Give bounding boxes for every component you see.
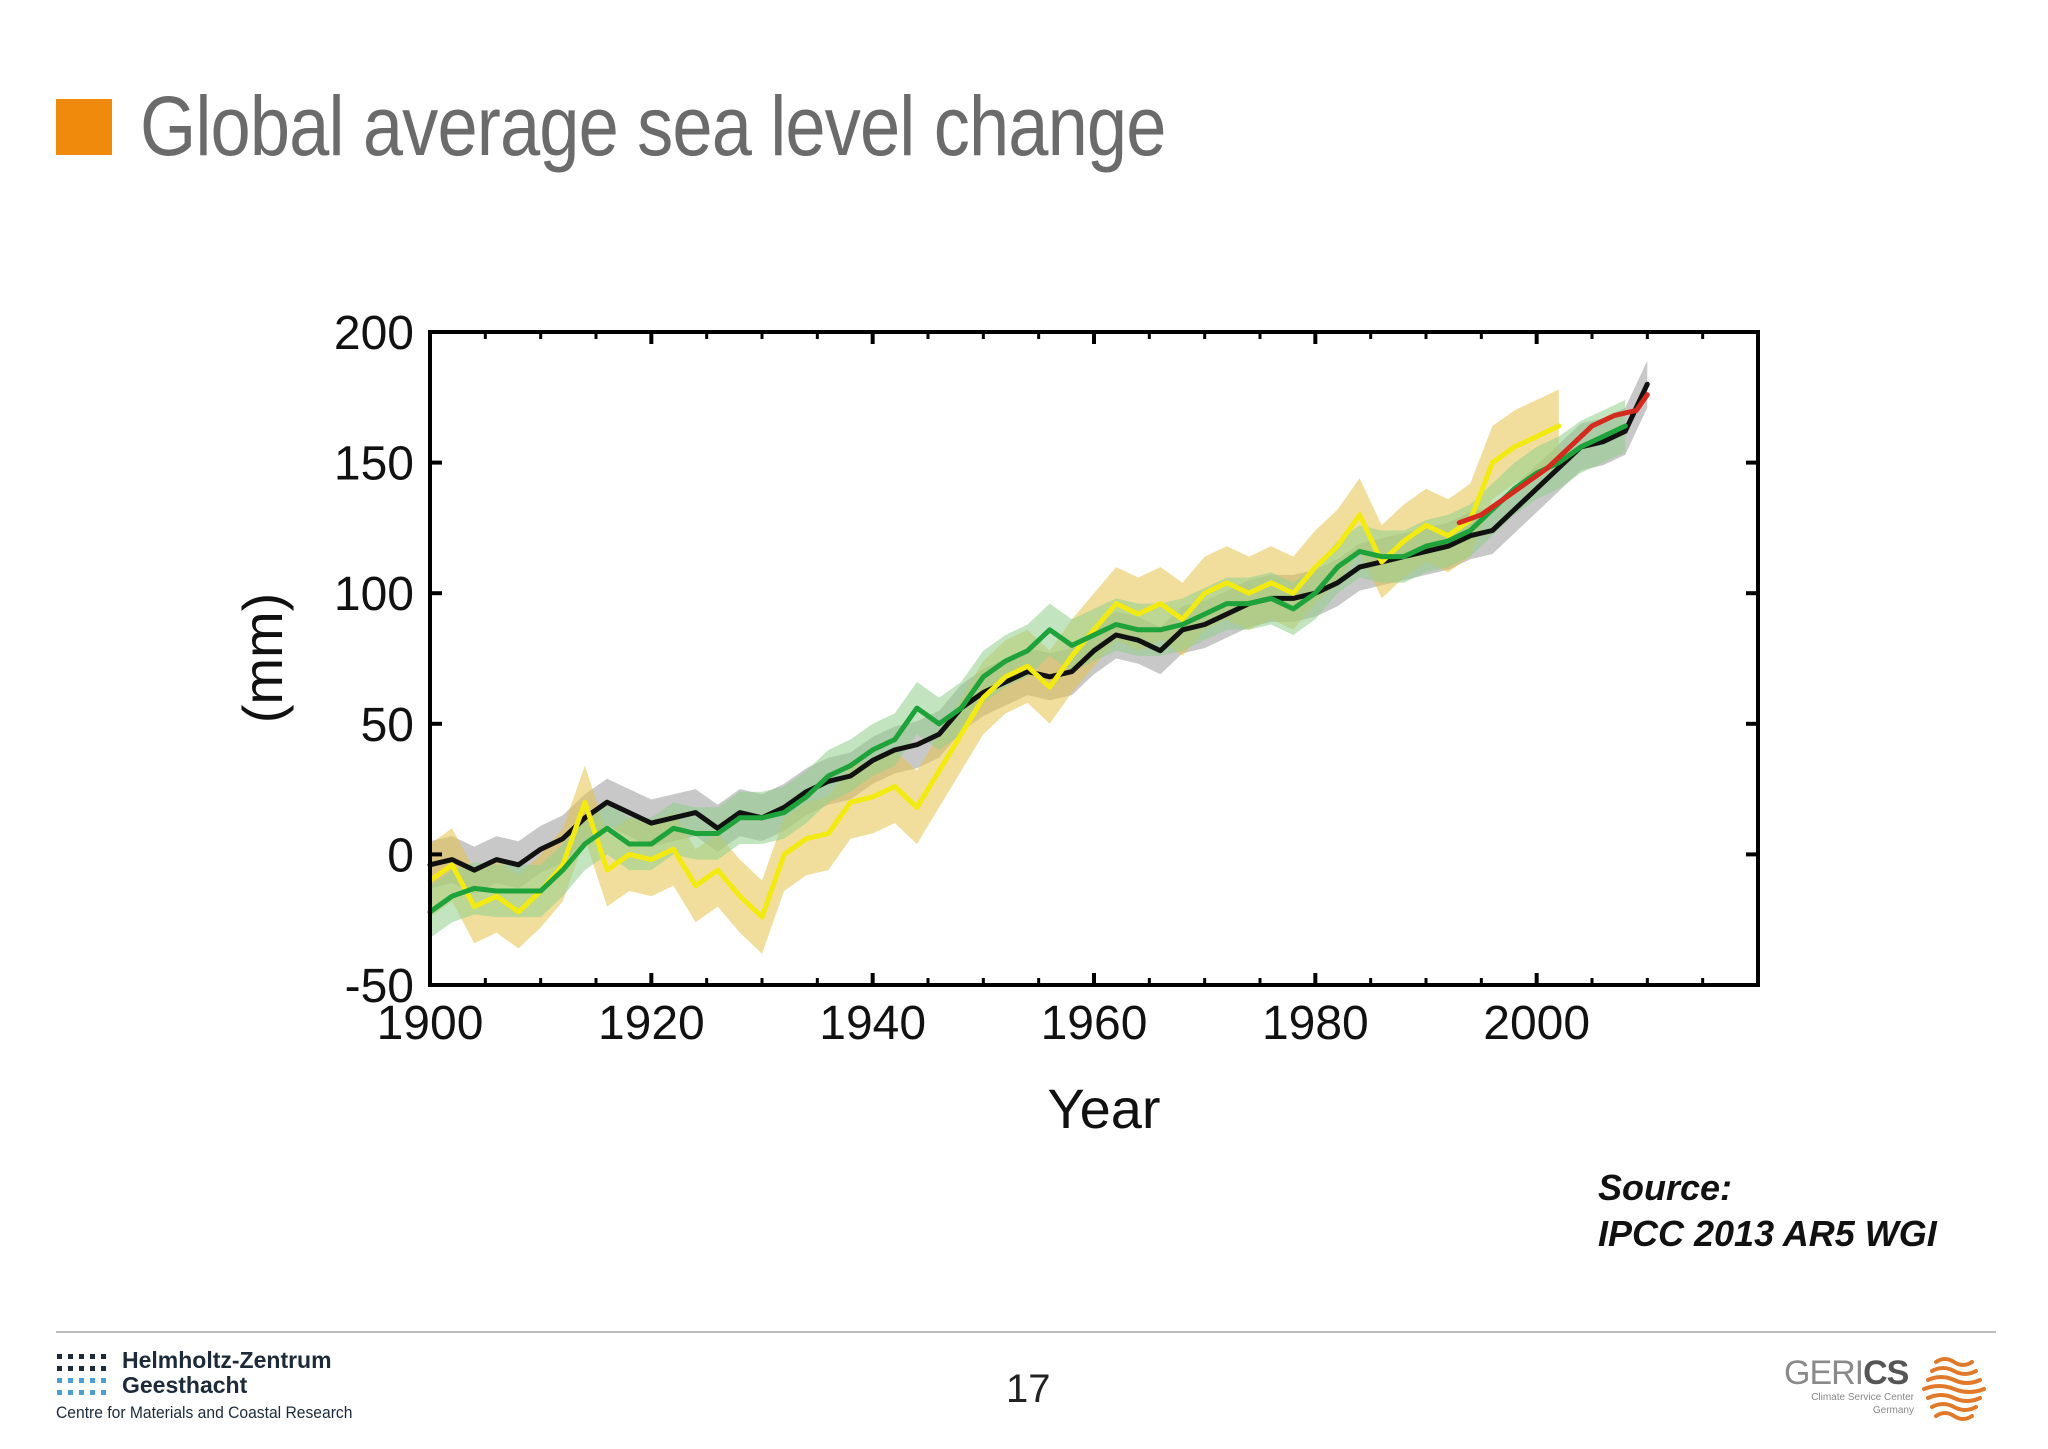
- hzg-subtitle: Centre for Materials and Coastal Researc…: [56, 1403, 353, 1422]
- x-tick-label: 1900: [377, 997, 484, 1050]
- series-2-line: [427, 423, 1628, 915]
- source-label: Source:: [1598, 1167, 1733, 1208]
- hzg-name-line2: Geesthacht: [122, 1372, 248, 1398]
- y-tick-label: 200: [334, 307, 414, 360]
- hzg-dot: [90, 1354, 95, 1359]
- gerics-wave: [1922, 1384, 1986, 1394]
- hzg-dots-icon: [57, 1354, 106, 1395]
- x-tick-label: 1940: [819, 997, 926, 1050]
- source-reference: IPCC 2013 AR5 WGI: [1598, 1213, 1937, 1254]
- gerics-wave: [1934, 1411, 1974, 1421]
- gerics-wave: [1930, 1402, 1978, 1412]
- gerics-subtitle-2: Germany: [1872, 1405, 1914, 1416]
- gerics-subtitle-1: Climate Service Center: [1811, 1392, 1914, 1403]
- x-tick-label: 1960: [1041, 997, 1148, 1050]
- series-0-uncertainty-band: [430, 360, 1648, 894]
- y-tick-label: 100: [334, 568, 414, 621]
- gerics-logo: GERICS Climate Service Center Germany: [1784, 1350, 1994, 1430]
- hzg-dot: [101, 1354, 106, 1359]
- page-number: 17: [1006, 1367, 1051, 1411]
- hzg-dot: [79, 1390, 84, 1395]
- hzg-dot: [68, 1390, 73, 1395]
- y-tick-label: 0: [387, 829, 414, 882]
- hzg-dot: [90, 1366, 95, 1371]
- hzg-dot: [101, 1378, 106, 1383]
- x-tick-label: 1920: [598, 997, 705, 1050]
- hzg-dot: [68, 1354, 73, 1359]
- hzg-dot: [79, 1366, 84, 1371]
- y-tick-label: 50: [361, 699, 414, 752]
- title-block: Global average sea level change: [56, 78, 1333, 175]
- hzg-dot: [90, 1390, 95, 1395]
- y-tick-label: -50: [345, 960, 414, 1013]
- gerics-word-bold: CS: [1863, 1354, 1909, 1392]
- series-1-line: [427, 423, 1562, 920]
- x-axis-label: Year: [1047, 1077, 1160, 1140]
- gerics-waves-icon: [1922, 1357, 1986, 1421]
- hzg-dot: [57, 1390, 62, 1395]
- source-citation: Source: IPCC 2013 AR5 WGI: [1598, 1165, 1937, 1257]
- hzg-dot: [79, 1378, 84, 1383]
- footer-divider: [56, 1331, 1996, 1333]
- hzg-dot: [90, 1378, 95, 1383]
- y-axis-label: (mm): [231, 593, 294, 724]
- gerics-wave: [1926, 1393, 1982, 1403]
- hzg-dot: [68, 1366, 73, 1371]
- series-3-line: [1456, 392, 1650, 526]
- gerics-wave: [1930, 1366, 1978, 1376]
- hzg-dot: [101, 1390, 106, 1395]
- hzg-name-line1: Helmholtz-Zentrum: [122, 1347, 332, 1373]
- gerics-wave: [1926, 1375, 1982, 1385]
- hzg-dot: [57, 1354, 62, 1359]
- x-tick-label: 1980: [1262, 997, 1369, 1050]
- title-bullet-square: [56, 98, 112, 155]
- x-tick-label: 2000: [1483, 997, 1590, 1050]
- hzg-dot: [57, 1378, 62, 1383]
- gerics-wordmark: GERICS: [1784, 1354, 1909, 1393]
- gerics-wave: [1934, 1357, 1974, 1367]
- gerics-word-light: GERI: [1784, 1354, 1864, 1392]
- hzg-dot: [68, 1378, 73, 1383]
- hzg-dot: [79, 1354, 84, 1359]
- y-tick-label: 150: [334, 438, 414, 491]
- hzg-dot: [101, 1366, 106, 1371]
- slide-title: Global average sea level change: [140, 79, 1166, 173]
- hzg-dot: [57, 1366, 62, 1371]
